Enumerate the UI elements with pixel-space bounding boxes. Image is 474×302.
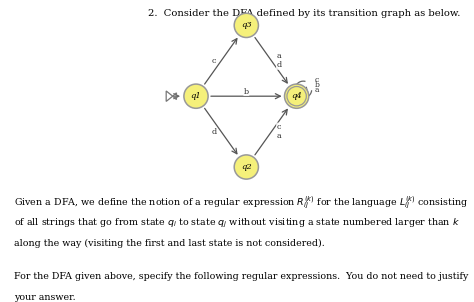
Text: q4: q4 <box>291 92 302 100</box>
Text: For the DFA given above, specify the following regular expressions.  You do not : For the DFA given above, specify the fol… <box>14 271 468 281</box>
Text: c
a: c a <box>276 123 281 140</box>
Text: q2: q2 <box>241 163 252 171</box>
Text: q3: q3 <box>241 21 252 29</box>
Circle shape <box>234 155 258 179</box>
Circle shape <box>234 13 258 37</box>
Text: b: b <box>314 81 319 89</box>
Text: d: d <box>211 128 216 136</box>
Text: Given a DFA, we define the notion of a regular expression $R_{ij}^{(k)}$ for the: Given a DFA, we define the notion of a r… <box>14 195 468 211</box>
Text: a: a <box>314 86 319 94</box>
Circle shape <box>284 84 309 108</box>
Text: 2.  Consider the DFA defined by its transition graph as below.: 2. Consider the DFA defined by its trans… <box>147 9 460 18</box>
Text: a
d: a d <box>276 52 282 69</box>
Text: b: b <box>244 88 249 95</box>
Text: q1: q1 <box>191 92 201 100</box>
Text: c: c <box>314 76 319 84</box>
Text: your answer.: your answer. <box>14 294 76 302</box>
Circle shape <box>184 84 208 108</box>
Text: along the way (visiting the first and last state is not considered).: along the way (visiting the first and la… <box>14 239 325 248</box>
Text: of all strings that go from state $q_i$ to state $q_j$ without visiting a state : of all strings that go from state $q_i$ … <box>14 217 460 230</box>
Text: c: c <box>211 57 216 65</box>
